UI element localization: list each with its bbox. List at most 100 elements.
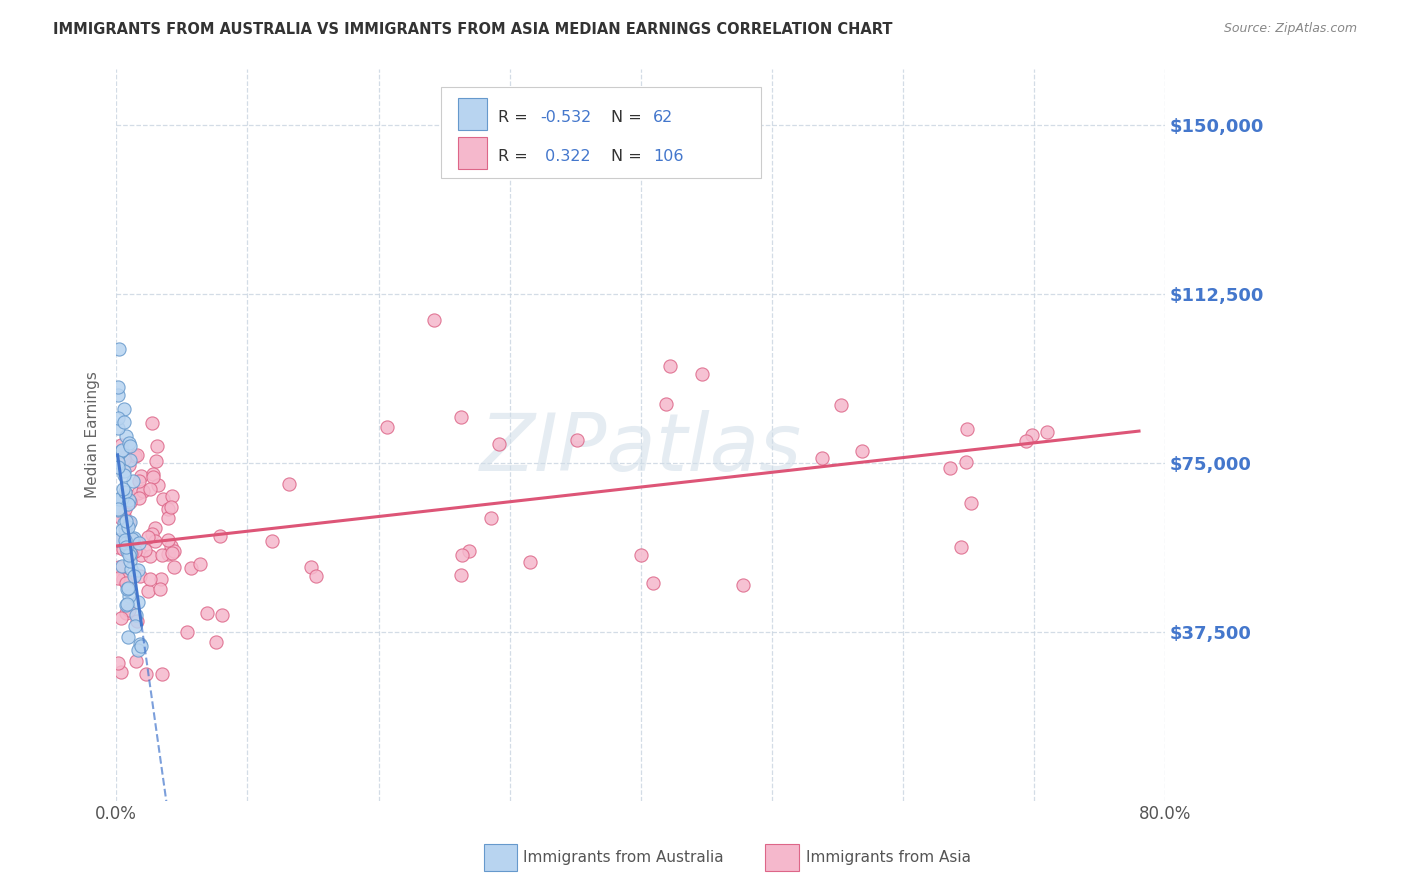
FancyBboxPatch shape (458, 137, 486, 169)
Point (115, 536, 138, 550)
Point (136, 530, 159, 544)
Point (278, 477, 301, 491)
Point (211, 607, 233, 622)
Point (125, 607, 148, 622)
Point (114, 533, 136, 548)
Text: -0.532: -0.532 (540, 110, 592, 125)
Point (122, 533, 145, 548)
Text: N =: N = (612, 149, 647, 163)
Point (565, 433, 588, 447)
Point (128, 474, 150, 488)
Point (111, 442, 134, 457)
Point (117, 597, 139, 611)
Text: 106: 106 (654, 149, 683, 163)
Point (110, 438, 132, 452)
Point (1015, 434, 1038, 449)
Point (132, 484, 155, 499)
Point (141, 416, 163, 430)
Point (108, 560, 131, 574)
Point (1036, 425, 1059, 439)
Point (141, 526, 163, 541)
Point (107, 411, 129, 425)
Point (142, 470, 165, 484)
Point (107, 571, 129, 585)
Point (118, 603, 141, 617)
Point (690, 367, 713, 381)
Text: Immigrants from Australia: Immigrants from Australia (523, 850, 724, 864)
Point (111, 542, 134, 557)
Point (129, 548, 152, 562)
Text: N =: N = (612, 110, 647, 125)
Text: 0.322: 0.322 (540, 149, 591, 163)
Point (107, 388, 129, 402)
Text: IMMIGRANTS FROM AUSTRALIA VS IMMIGRANTS FROM ASIA MEDIAN EARNINGS CORRELATION CH: IMMIGRANTS FROM AUSTRALIA VS IMMIGRANTS … (53, 22, 893, 37)
Point (851, 444, 873, 458)
Point (488, 437, 510, 451)
Point (114, 571, 136, 585)
Point (142, 467, 165, 482)
Point (204, 634, 226, 648)
Point (117, 630, 139, 644)
Point (1021, 427, 1043, 442)
Point (107, 380, 129, 394)
Point (122, 531, 145, 545)
Point (299, 559, 322, 574)
Point (127, 643, 149, 657)
Point (160, 500, 183, 514)
Point (115, 514, 138, 528)
Point (120, 545, 142, 559)
Point (120, 515, 142, 529)
Point (939, 461, 962, 475)
Point (112, 516, 135, 531)
Point (127, 448, 149, 462)
Point (107, 656, 129, 670)
Text: 62: 62 (654, 110, 673, 125)
Point (176, 624, 198, 639)
Point (180, 561, 202, 575)
Point (146, 439, 169, 453)
Point (195, 607, 218, 621)
Point (118, 439, 141, 453)
Point (152, 492, 174, 507)
Point (115, 544, 138, 558)
Point (108, 342, 131, 356)
Point (458, 543, 481, 558)
Point (110, 665, 132, 679)
Point (120, 561, 142, 575)
Point (188, 557, 211, 571)
Point (107, 533, 129, 547)
Point (127, 486, 149, 500)
FancyBboxPatch shape (441, 87, 762, 178)
Point (145, 454, 167, 468)
Point (129, 638, 152, 652)
Point (127, 563, 149, 577)
Text: Source: ZipAtlas.com: Source: ZipAtlas.com (1223, 22, 1357, 36)
Point (111, 572, 134, 586)
Point (110, 558, 132, 573)
Point (156, 511, 179, 525)
Point (423, 313, 446, 327)
Point (149, 572, 172, 586)
Point (125, 655, 148, 669)
Point (136, 583, 159, 598)
Point (139, 549, 162, 563)
Point (122, 474, 145, 488)
Point (450, 568, 472, 582)
Point (163, 560, 186, 574)
Point (163, 543, 186, 558)
Point (118, 589, 141, 603)
Point (959, 496, 981, 510)
Point (731, 578, 754, 592)
Point (146, 478, 169, 492)
Point (112, 415, 135, 429)
Point (118, 490, 141, 504)
Point (110, 611, 132, 625)
Point (156, 547, 179, 561)
Point (120, 453, 142, 467)
Point (157, 502, 180, 516)
Point (950, 540, 973, 554)
Point (114, 502, 136, 516)
Point (451, 548, 474, 562)
Point (115, 582, 138, 597)
Point (149, 582, 172, 596)
